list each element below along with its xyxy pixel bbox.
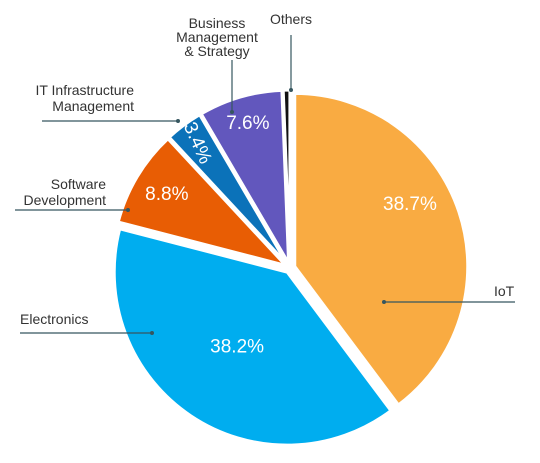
slice-value-label-iot: 38.7% — [383, 194, 437, 215]
pie-slice-it-infrastructure-management — [167, 113, 289, 266]
slice-value-label-business-management-strategy: 7.6% — [226, 113, 269, 134]
slice-category-label-business-management-strategy: Business Management & Strategy — [176, 15, 258, 59]
leader-dot-electronics — [150, 331, 154, 335]
leader-dot-it-infrastructure-management — [176, 119, 180, 123]
leader-dot-others — [289, 88, 293, 92]
pie-slice-iot — [293, 91, 470, 407]
slice-category-label-electronics: Electronics — [20, 311, 88, 327]
leader-lines — [15, 35, 515, 335]
leader-dot-software-development — [126, 208, 130, 212]
slice-category-label-software-development: Software Development — [24, 176, 107, 208]
pie-slices — [112, 88, 470, 447]
slice-category-labels: IoT Electronics Software Development IT Infr… — [20, 11, 515, 327]
slice-value-label-software-development: 8.8% — [145, 184, 188, 205]
pie-slice-software-development — [116, 137, 288, 267]
slice-category-label-iot: IoT — [494, 283, 515, 299]
leader-dot-iot — [382, 300, 386, 304]
leader-dot-business-management-strategy — [230, 110, 234, 114]
slice-category-label-others: Others — [270, 11, 312, 27]
pie-slice-electronics — [112, 227, 393, 447]
slice-value-label-electronics: 38.2% — [210, 336, 264, 357]
slice-category-label-it-infrastructure-management: IT Infrastructure Management — [35, 82, 134, 114]
